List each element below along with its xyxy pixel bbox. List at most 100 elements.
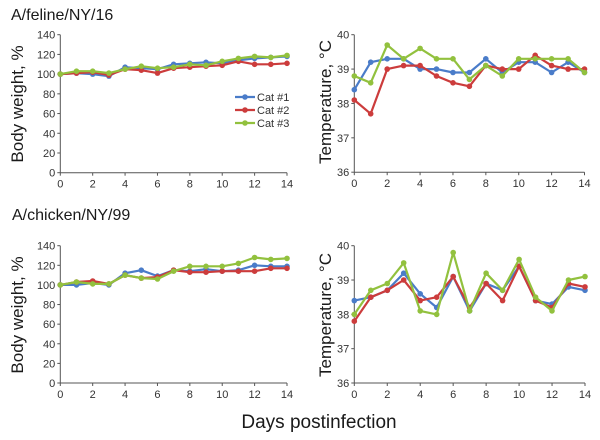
panel-chicken-temp: 36 37 38 39 40 0 2 4 6 8 10 12 14 Temperature, °C	[316, 241, 591, 401]
y-axis-label: Body weight, %	[8, 256, 27, 373]
x-tick-label: 14	[281, 179, 293, 191]
x-tick-label: 4	[417, 178, 423, 190]
data-point	[268, 61, 274, 68]
x-tick-label: 6	[154, 389, 160, 401]
data-point	[284, 255, 290, 262]
data-point	[154, 276, 161, 282]
x-tick-label: 12	[546, 389, 558, 401]
data-point	[466, 308, 473, 314]
x-tick-label: 0	[57, 389, 63, 401]
y-tick-label: 40	[337, 241, 349, 253]
y-tick-label: 37	[337, 344, 349, 356]
data-point	[466, 76, 473, 83]
data-point	[466, 69, 473, 76]
data-point	[122, 66, 128, 72]
data-point	[548, 69, 555, 76]
y-tick-label: 20	[43, 358, 55, 370]
y-axis-label: Body weight, %	[8, 45, 27, 162]
x-tick-label: 0	[351, 389, 357, 401]
data-point	[367, 59, 374, 65]
x-tick-label: 0	[351, 178, 357, 190]
data-point	[219, 58, 225, 65]
data-point	[138, 267, 145, 274]
data-point	[106, 70, 112, 76]
data-point	[483, 280, 489, 287]
y-tick-label: 38	[337, 98, 349, 110]
data-point	[433, 66, 440, 72]
data-point	[203, 269, 209, 276]
legend-swatch-marker	[242, 94, 248, 100]
data-point	[170, 64, 177, 70]
data-point	[89, 68, 96, 74]
data-point	[433, 311, 440, 318]
data-point	[251, 53, 258, 60]
data-point	[400, 62, 407, 69]
data-point	[450, 273, 457, 280]
data-point	[433, 73, 440, 79]
x-tick-label: 10	[513, 389, 525, 401]
data-point	[284, 265, 290, 272]
data-point	[400, 270, 407, 277]
data-point	[548, 56, 555, 62]
data-point	[433, 294, 440, 301]
data-point	[73, 279, 80, 285]
x-tick-label: 4	[417, 389, 423, 401]
data-point	[138, 275, 145, 281]
legend-swatch-marker	[242, 120, 248, 126]
data-point	[582, 273, 588, 280]
data-point	[450, 249, 457, 256]
row-title-feline: A/feline/NY/16	[11, 7, 113, 24]
data-point	[235, 55, 242, 62]
data-point	[154, 65, 161, 71]
data-point	[284, 52, 290, 59]
data-point	[73, 68, 80, 74]
data-point	[268, 256, 274, 263]
data-point	[138, 67, 145, 73]
series-cat-3	[351, 42, 588, 86]
data-point	[268, 265, 274, 272]
x-tick-label: 2	[384, 389, 390, 401]
data-point	[516, 256, 522, 263]
data-point	[515, 56, 522, 62]
panel-feline-weight: 0 20 40 60 80 100 120 140 0 2 4 6 8 10 12 14 Body weight…	[8, 30, 293, 191]
x-tick-label: 6	[154, 179, 160, 191]
data-point	[187, 269, 193, 276]
data-point	[417, 45, 423, 52]
data-point	[57, 71, 64, 77]
legend-swatch-marker	[242, 107, 248, 113]
data-point	[351, 97, 358, 103]
x-tick-label: 8	[483, 389, 489, 401]
x-tick-label: 14	[578, 178, 590, 190]
x-tick-label: 14	[281, 389, 293, 401]
y-tick-label: 120	[37, 49, 55, 61]
x-tick-label: 2	[90, 389, 96, 401]
data-point	[57, 282, 64, 288]
x-tick-label: 2	[90, 179, 96, 191]
data-point	[548, 62, 555, 69]
y-axis-label: Temperature, °C	[316, 40, 335, 164]
y-tick-label: 60	[43, 109, 55, 121]
shared-x-axis-label: Days postinfection	[241, 412, 396, 433]
data-point	[154, 70, 161, 76]
data-point	[351, 311, 358, 318]
data-point	[400, 56, 407, 62]
data-point	[450, 80, 456, 86]
data-point	[499, 66, 506, 72]
data-point	[187, 61, 193, 68]
data-point	[251, 254, 258, 261]
y-tick-label: 40	[43, 339, 55, 351]
x-tick-label: 2	[384, 178, 390, 190]
data-point	[170, 268, 177, 275]
data-point	[532, 56, 538, 62]
y-axis-label: Temperature, °C	[316, 253, 335, 377]
data-point	[219, 263, 225, 270]
x-tick-label: 12	[545, 178, 557, 190]
data-point	[187, 263, 193, 270]
y-tick-label: 80	[43, 89, 55, 101]
series-cat-2	[351, 52, 588, 117]
y-tick-label: 39	[337, 64, 349, 76]
y-tick-label: 38	[337, 309, 349, 321]
data-point	[581, 69, 588, 76]
data-point	[499, 73, 506, 79]
